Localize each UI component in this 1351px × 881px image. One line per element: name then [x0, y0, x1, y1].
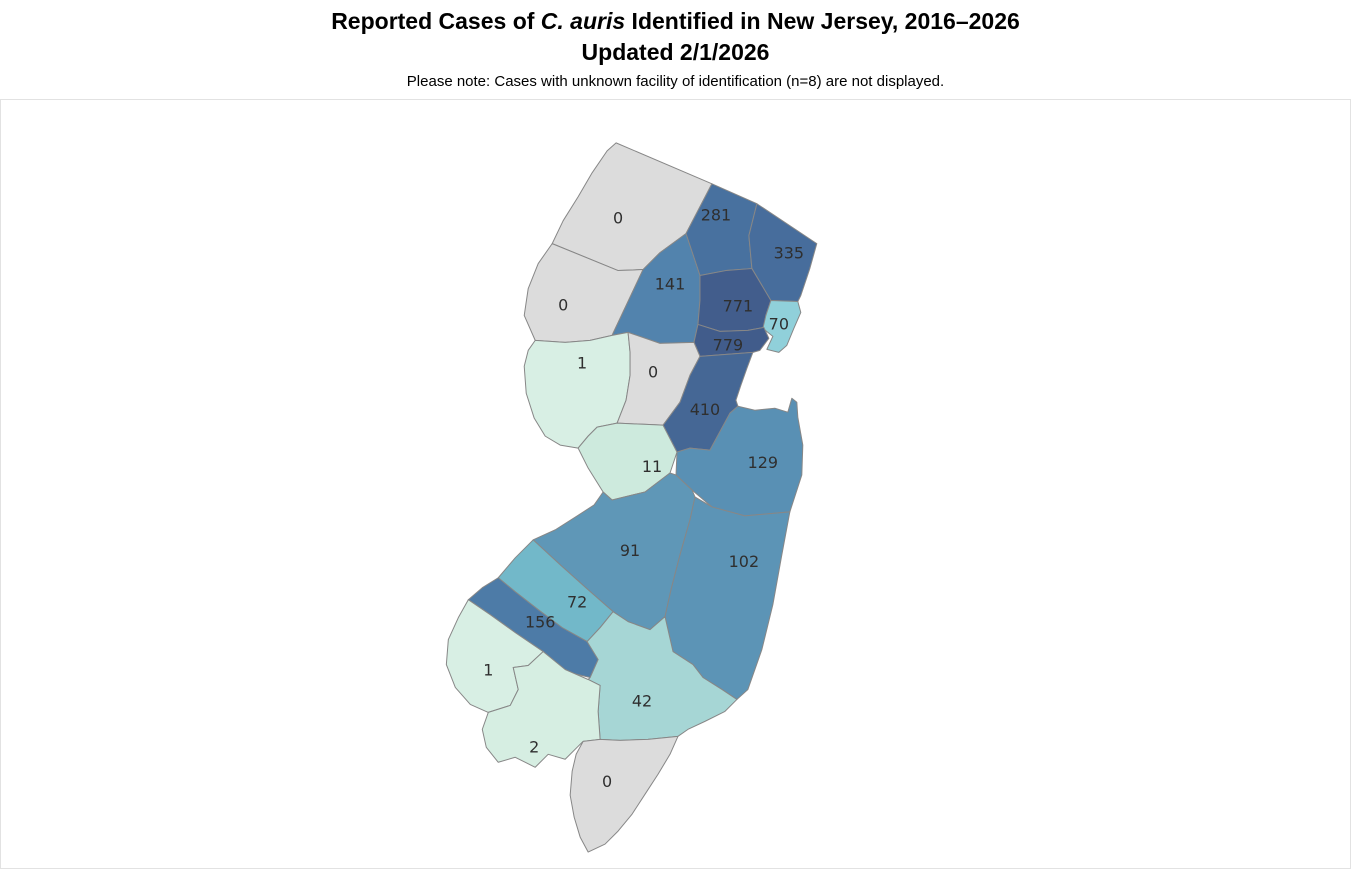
title-organism-name: C. auris [540, 8, 626, 34]
county-cape-may[interactable] [569, 735, 679, 853]
title-prefix: Reported Cases of [331, 8, 541, 34]
county-hudson[interactable] [762, 299, 802, 353]
title-suffix: Identified in New Jersey, 2016–2026 [625, 8, 1020, 34]
chart-subtitle-updated: Updated 2/1/2026 [581, 39, 770, 65]
county-cumberland[interactable] [481, 651, 601, 768]
nj-choropleth-map: 0 281 335 0 141 771 70 779 1 0 410 11 12… [445, 142, 818, 853]
chart-header: Reported Cases of C. auris Identified in… [0, 6, 1351, 90]
chart-title: Reported Cases of C. auris Identified in… [0, 6, 1351, 37]
map-panel: 0 281 335 0 141 771 70 779 1 0 410 11 12… [0, 99, 1351, 869]
chart-note: Please note: Cases with unknown facility… [406, 73, 945, 90]
